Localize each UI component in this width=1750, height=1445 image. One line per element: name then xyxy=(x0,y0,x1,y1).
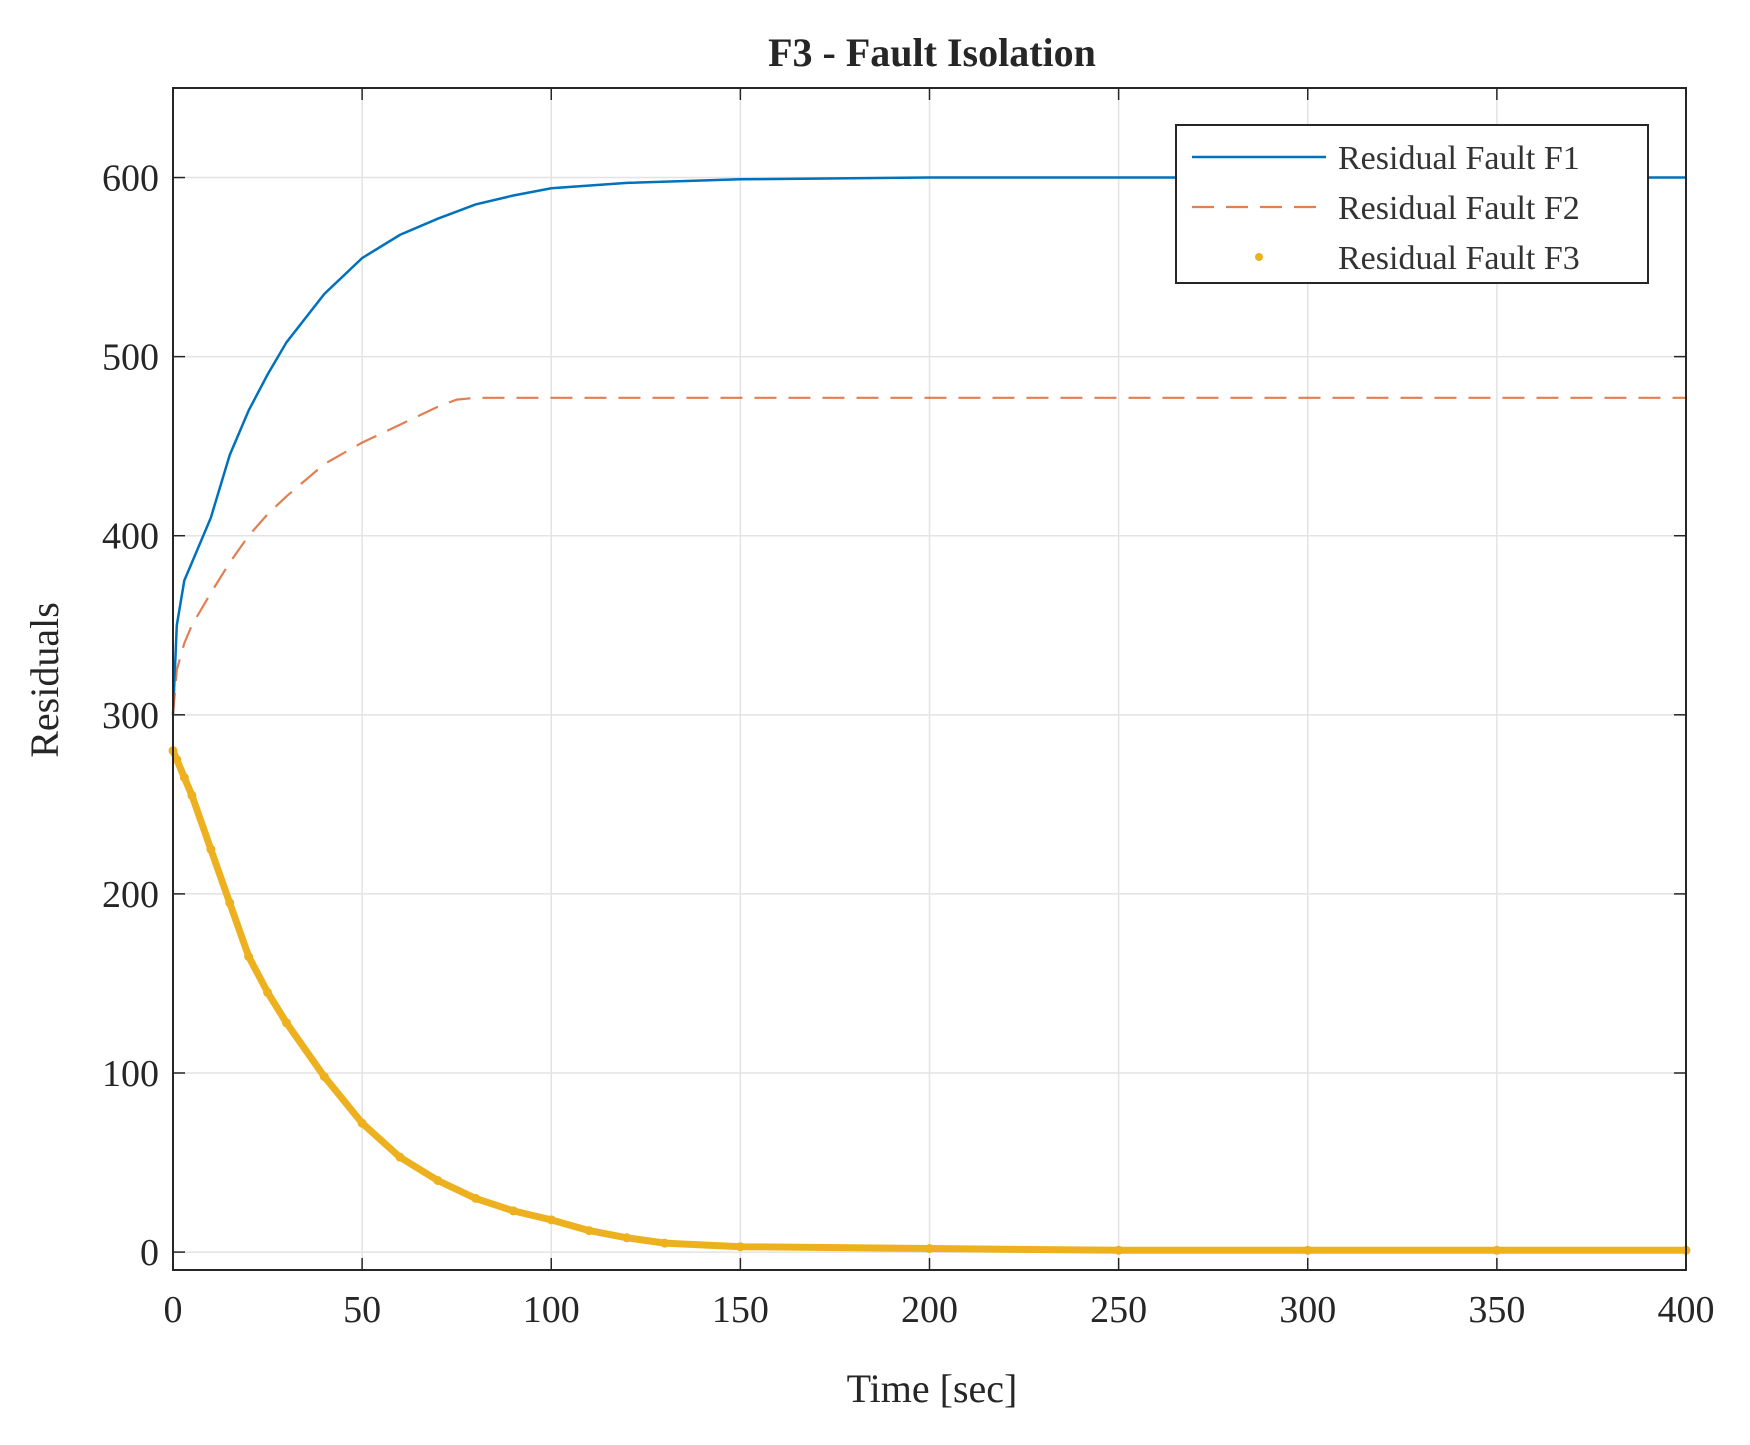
plot-area: 0 50 100 150 200 250 300 350 400 0 100 200 300 400 500… xyxy=(102,87,1715,1331)
series-point-f3 xyxy=(357,1118,367,1128)
series-point-f3 xyxy=(660,1238,670,1248)
series-point-f3 xyxy=(433,1175,443,1185)
series-line-f1 xyxy=(171,176,1686,715)
legend-label: Residual Fault F2 xyxy=(1338,190,1580,227)
legend-label: Residual Fault F1 xyxy=(1338,140,1580,177)
series-point-f3 xyxy=(263,987,273,997)
series-point-f3 xyxy=(1114,1245,1124,1255)
series-point-f3 xyxy=(172,755,182,765)
chart-title: F3 - Fault Isolation xyxy=(768,30,1096,75)
series-point-f3 xyxy=(471,1193,481,1203)
x-tick-label: 400 xyxy=(1658,1289,1715,1331)
series-line-f2 xyxy=(171,396,1686,715)
series-point-f3 xyxy=(925,1244,934,1254)
x-tick-label: 50 xyxy=(343,1289,381,1331)
legend-label: Residual Fault F3 xyxy=(1338,240,1580,277)
series-point-f3 xyxy=(281,1018,291,1028)
legend-swatch-f3 xyxy=(1255,253,1263,261)
y-tick-label: 100 xyxy=(102,1053,159,1095)
series-point-f3 xyxy=(735,1242,745,1252)
x-tick-label: 300 xyxy=(1279,1289,1336,1331)
y-tick-label: 400 xyxy=(102,516,159,558)
y-tick-label: 600 xyxy=(102,158,159,200)
x-tick-label: 150 xyxy=(712,1289,769,1331)
series-point-f3 xyxy=(319,1072,329,1082)
series-point-f3 xyxy=(584,1226,594,1236)
series-3 xyxy=(168,746,1691,1255)
series-point-f3 xyxy=(395,1152,405,1162)
series-point-f3 xyxy=(244,952,254,962)
x-axis-label: Time [sec] xyxy=(847,1366,1018,1411)
y-tick-label: 500 xyxy=(102,337,159,379)
series-point-f3 xyxy=(1303,1245,1313,1255)
series-point-f3 xyxy=(206,844,216,854)
y-tick-label: 200 xyxy=(102,874,159,916)
series-point-f3 xyxy=(187,790,197,800)
series-point-f3 xyxy=(1492,1245,1502,1255)
series-point-f3 xyxy=(508,1206,518,1216)
legend: Residual Fault F1 Residual Fault F2 Residu… xyxy=(1175,124,1649,284)
y-tick-label: 0 xyxy=(140,1232,159,1274)
y-axis-label: Residuals xyxy=(22,602,67,758)
axes-box xyxy=(172,87,1687,1271)
series-2 xyxy=(171,396,1686,715)
series-point-f3 xyxy=(622,1233,632,1243)
x-tick-label: 100 xyxy=(523,1289,580,1331)
series-point-f3 xyxy=(546,1215,556,1225)
legend-box xyxy=(1175,124,1649,284)
series-point-f3 xyxy=(225,898,235,908)
x-tick-label: 200 xyxy=(901,1289,958,1331)
series-1 xyxy=(171,176,1686,715)
x-tick-label: 0 xyxy=(164,1289,183,1331)
y-tick-label: 300 xyxy=(102,695,159,737)
series-point-f3 xyxy=(179,773,189,782)
x-tick-label: 250 xyxy=(1090,1289,1147,1331)
x-tick-label: 350 xyxy=(1468,1289,1525,1331)
